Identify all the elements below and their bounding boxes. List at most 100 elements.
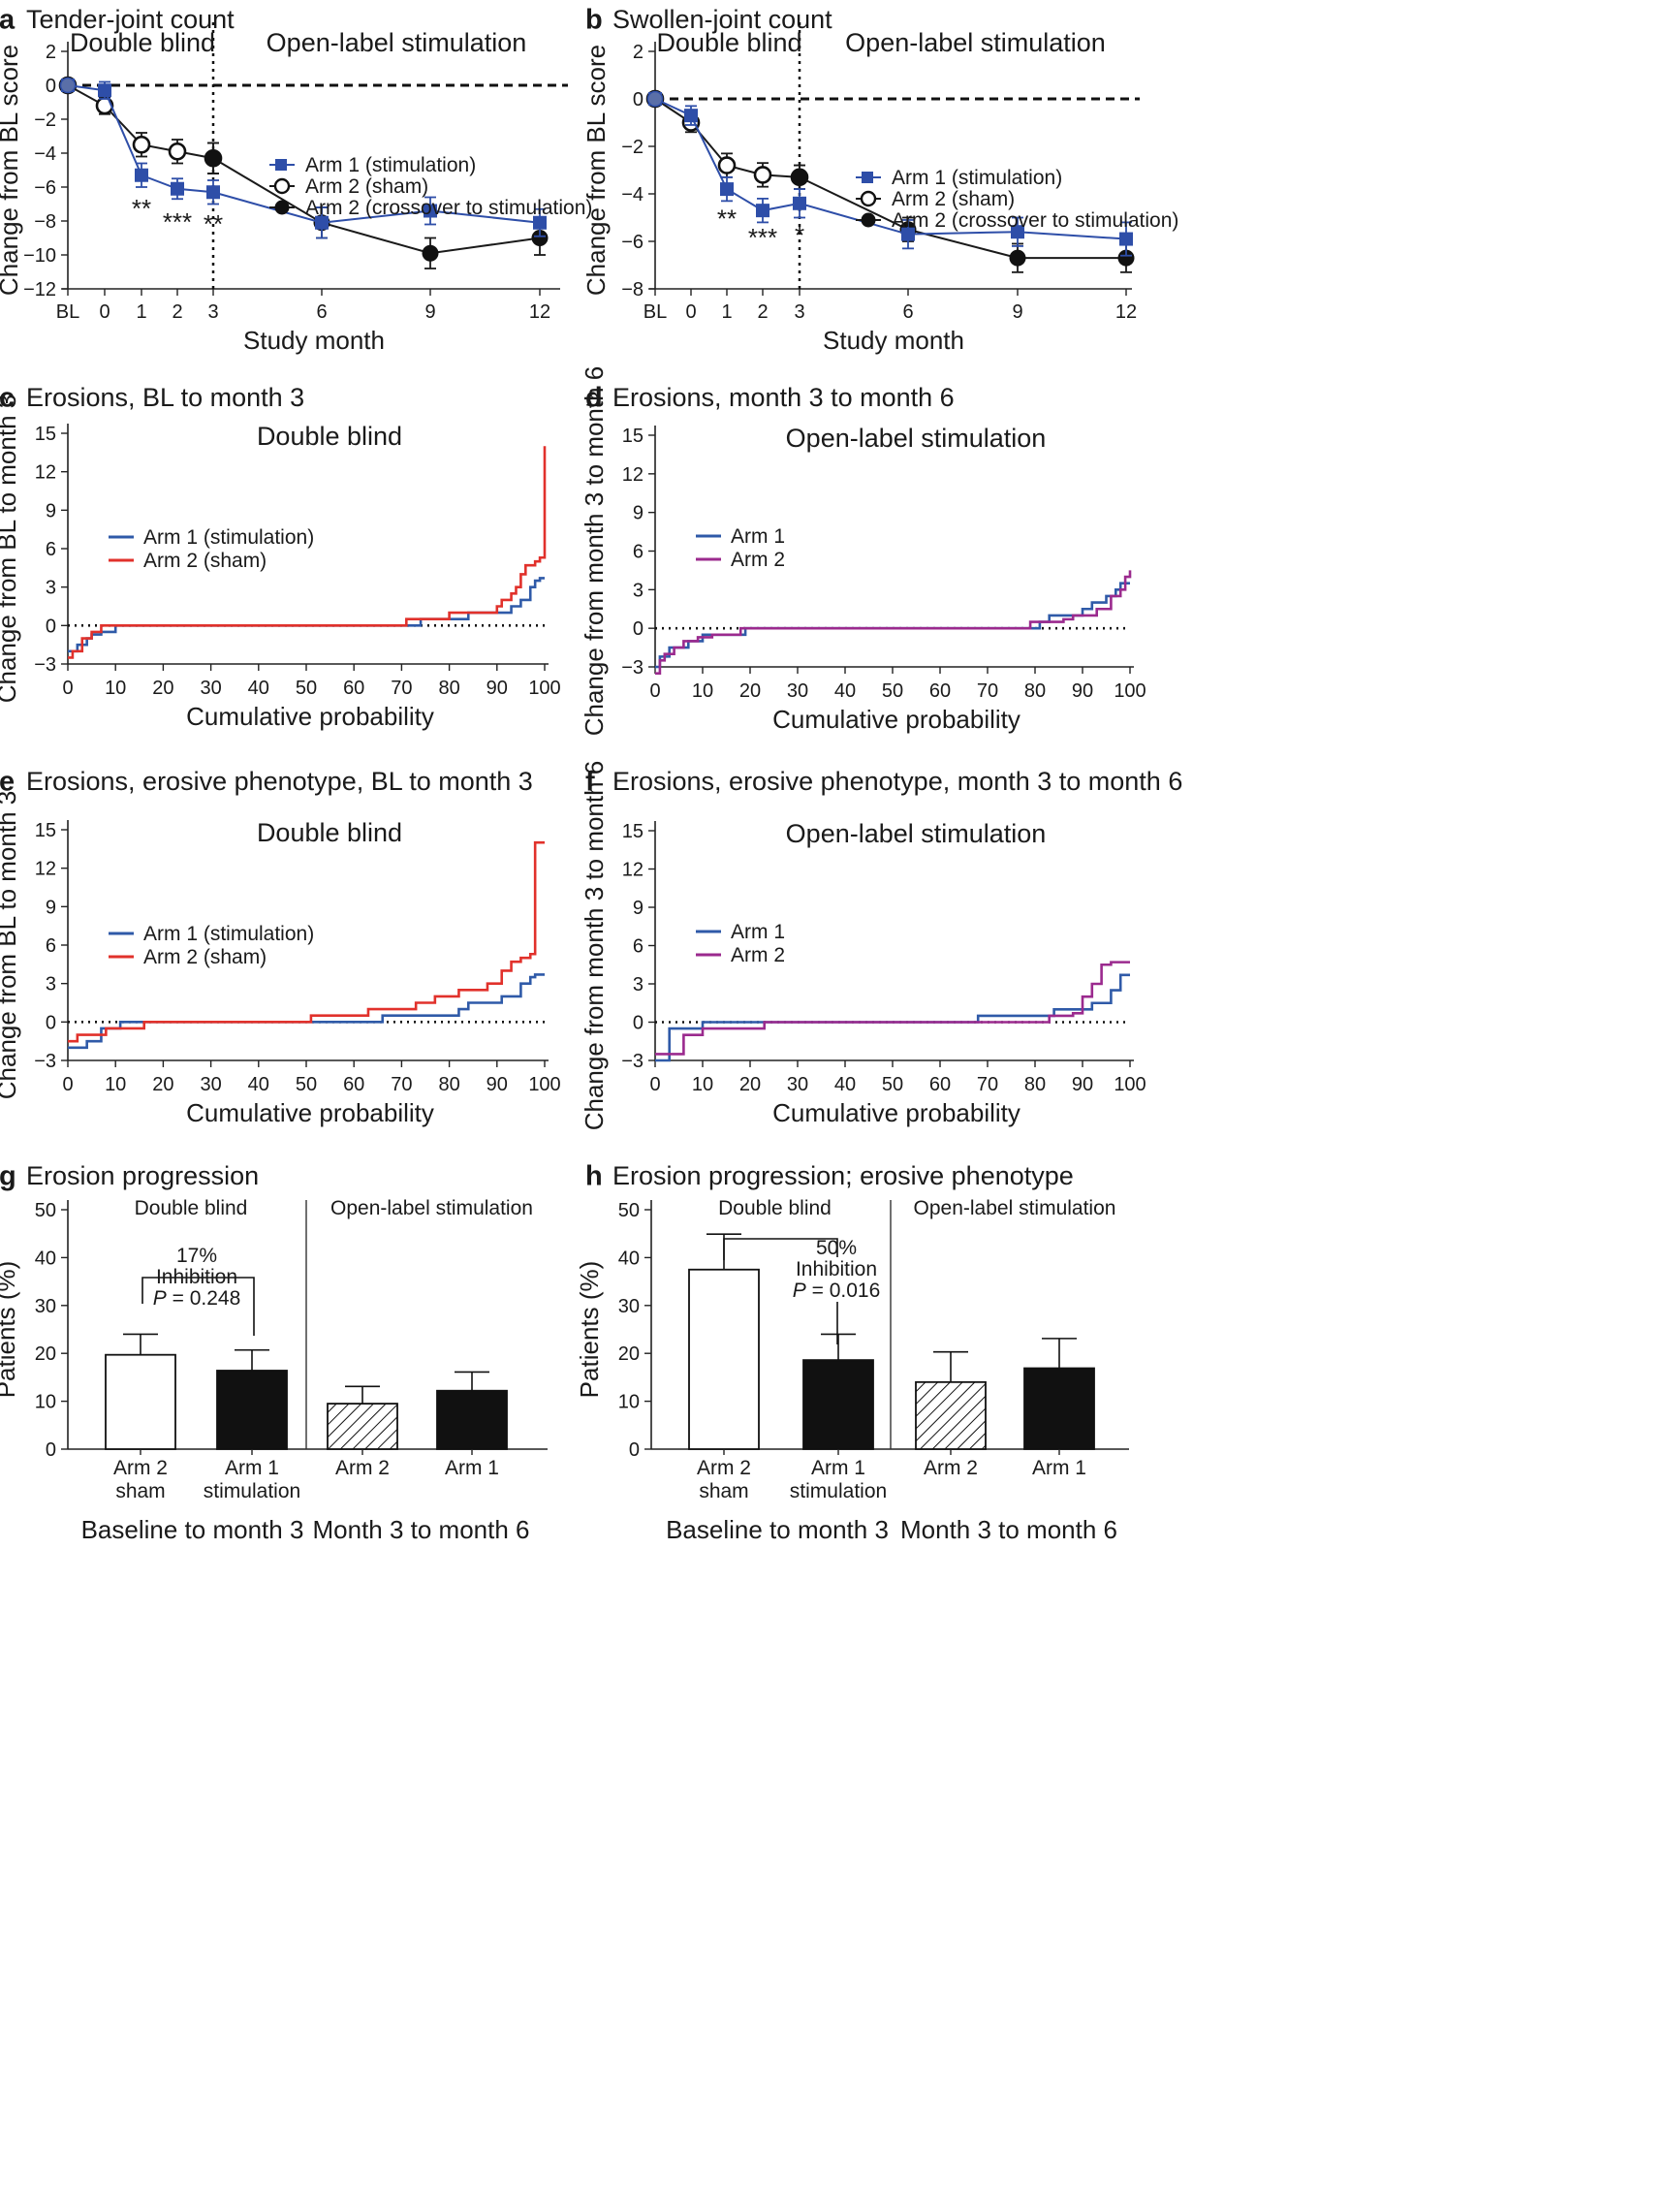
x-tick-label: 90 — [1072, 1074, 1093, 1095]
comparison-percent: 50% — [816, 1237, 857, 1259]
y-tick-label: −4 — [34, 143, 56, 165]
comparison-label: Inhibition — [796, 1258, 877, 1280]
x-tick-label: 12 — [529, 301, 550, 323]
y-axis-title: Change from month 3 to month 6 — [580, 761, 609, 1131]
panel-title: Erosions, month 3 to month 6 — [612, 383, 955, 412]
y-tick-label: 9 — [633, 503, 644, 524]
y-axis-title: Change from month 3 to month 6 — [580, 366, 609, 737]
x-tick-label: 6 — [902, 301, 913, 323]
section-label-open-label: Open-label stimulation — [914, 1197, 1116, 1219]
bar-label: Arm 2 — [924, 1457, 978, 1479]
data-point-open-circle — [95, 96, 114, 115]
bar-label: Arm 2 — [335, 1457, 390, 1479]
legend-entry: Arm 2 (sham) — [109, 550, 267, 572]
legend-entry: Arm 1 (stimulation) — [109, 526, 314, 549]
x-tick-label: 30 — [787, 1074, 808, 1095]
legend-entry: Arm 1 (stimulation) — [269, 154, 476, 176]
significance-marker: ** — [204, 209, 223, 238]
section-label-double-blind: Double blind — [135, 1197, 248, 1219]
section-label-open-label: Open-label stimulation — [330, 1197, 533, 1219]
legend-label: Arm 1 (stimulation) — [305, 154, 476, 176]
y-tick-label: 0 — [46, 616, 56, 637]
x-tick-label: 2 — [757, 301, 768, 323]
y-tick-label: 40 — [618, 1248, 640, 1269]
bar-label: Arm 2 — [697, 1457, 751, 1479]
panel-title: Swollen-joint count — [612, 5, 832, 34]
x-tick-label: 100 — [528, 678, 560, 699]
cdf-step-line-arm-1-stimulation- — [68, 973, 545, 1050]
y-tick-label: 0 — [46, 76, 56, 97]
y-tick-label: 0 — [633, 1013, 644, 1034]
x-tick-label: 40 — [248, 1074, 269, 1095]
x-tick-label: 50 — [882, 1074, 903, 1095]
legend-marker-open-circle — [273, 177, 291, 195]
y-tick-label: −8 — [621, 279, 644, 300]
legend-label: Arm 1 — [731, 921, 785, 943]
section-label-double-blind: Double blind — [70, 28, 215, 57]
x-axis-title: Cumulative probability — [186, 1098, 434, 1127]
x-tick-label: 90 — [1072, 680, 1093, 702]
x-tick-label: 90 — [487, 678, 508, 699]
panel-letter: a — [0, 5, 16, 36]
y-tick-label: 12 — [622, 464, 644, 486]
panel-letter: h — [585, 1161, 603, 1192]
x-tick-label: 80 — [438, 678, 459, 699]
baseline-point — [646, 90, 664, 108]
legend-label: Arm 2 — [731, 549, 785, 571]
y-tick-label: 40 — [35, 1248, 56, 1269]
x-tick-label: 60 — [343, 678, 364, 699]
y-tick-label: −4 — [621, 184, 644, 205]
y-tick-label: 9 — [46, 500, 56, 521]
y-tick-label: −12 — [23, 279, 56, 300]
group-label-baseline: Baseline to month 3 — [81, 1515, 304, 1544]
x-tick-label: 20 — [152, 678, 173, 699]
x-tick-label: 80 — [1024, 680, 1046, 702]
bar-group: Arm 2 — [327, 1385, 398, 1479]
legend-label: Arm 2 (sham) — [892, 188, 1015, 210]
data-point-filled-circle — [791, 169, 808, 186]
x-tick-label: 2 — [172, 301, 182, 323]
cdf-step-line-arm-1 — [655, 973, 1130, 1062]
p-symbol: P — [793, 1280, 806, 1302]
bar-group: Arm 1 — [1023, 1338, 1095, 1479]
legend-label: Arm 1 (stimulation) — [143, 526, 314, 549]
x-tick-label: 1 — [721, 301, 732, 323]
significance-marker: ** — [132, 194, 151, 223]
data-point-filled-circle — [531, 230, 549, 246]
series-line — [654, 98, 1127, 240]
inner-chart-title: Open-label stimulation — [786, 819, 1047, 848]
x-tick-label: BL — [56, 301, 79, 323]
bar-label: Arm 1 — [811, 1457, 865, 1479]
x-axis-title: Cumulative probability — [186, 702, 434, 731]
series-arm-1-stimulation- — [648, 92, 1133, 257]
x-tick-label: 10 — [105, 678, 126, 699]
panel-b-swollen-joint-count: b Swollen-joint count 2 0 −2 −4 −6 −8 Change fro… — [581, 5, 1178, 355]
group-label-baseline: Baseline to month 3 — [666, 1515, 889, 1544]
x-tick-label: 100 — [528, 1074, 560, 1095]
data-point-square — [315, 215, 329, 230]
x-tick-label: 90 — [487, 1074, 508, 1095]
cdf-step-line-arm-1 — [655, 582, 1130, 669]
data-point-square — [533, 215, 547, 230]
panel-letter: c — [0, 383, 15, 414]
y-tick-label: −2 — [34, 110, 56, 131]
panel-letter: g — [0, 1161, 16, 1192]
panel-letter: d — [585, 383, 603, 414]
data-point-square — [206, 185, 220, 200]
y-tick-label: 6 — [633, 542, 644, 563]
panel-a-tender-joint-count: a Tender-joint count 2 0 −2 −4 −6 −8 −10 −12Chang… — [0, 5, 592, 355]
x-tick-label: 20 — [739, 680, 761, 702]
y-tick-label: −8 — [34, 211, 56, 233]
bar — [915, 1380, 987, 1450]
x-tick-label: 50 — [296, 1074, 317, 1095]
bar — [327, 1403, 398, 1450]
cdf-step-line-arm-2-sham- — [68, 840, 545, 1043]
bar — [802, 1359, 874, 1450]
bar-label: Arm 1 — [1032, 1457, 1086, 1479]
y-tick-label: 12 — [35, 859, 56, 880]
data-point-filled-circle — [204, 149, 222, 167]
y-axis-title: Patients (%) — [575, 1261, 604, 1399]
panel-title: Tender-joint count — [26, 5, 235, 34]
data-point-square — [720, 182, 734, 197]
